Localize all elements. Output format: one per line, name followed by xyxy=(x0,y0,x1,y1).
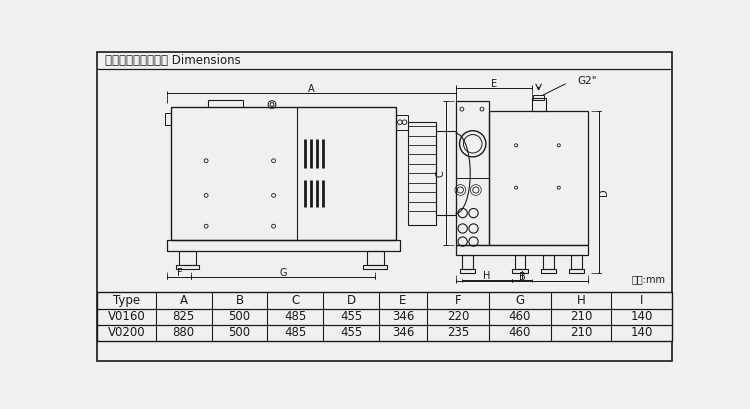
Bar xyxy=(97,292,672,341)
Bar xyxy=(512,269,528,273)
Bar xyxy=(436,131,456,216)
Text: C: C xyxy=(435,170,445,177)
Text: 485: 485 xyxy=(284,326,306,339)
Text: E: E xyxy=(399,294,406,307)
Bar xyxy=(176,265,200,269)
Bar xyxy=(364,265,387,269)
Bar xyxy=(572,255,582,269)
Bar xyxy=(167,240,400,251)
Text: I: I xyxy=(520,271,524,281)
Text: C: C xyxy=(291,294,299,307)
Text: 460: 460 xyxy=(509,310,531,323)
Text: 455: 455 xyxy=(340,326,362,339)
Text: A: A xyxy=(308,84,315,94)
Bar xyxy=(457,245,588,255)
Bar xyxy=(179,251,196,265)
Text: D: D xyxy=(346,294,355,307)
Text: 825: 825 xyxy=(172,310,195,323)
Text: F: F xyxy=(454,294,461,307)
Text: I: I xyxy=(640,294,644,307)
Text: Type: Type xyxy=(112,294,140,307)
Text: 500: 500 xyxy=(229,310,251,323)
Text: 外型尺寸及安裝尺寸 Dimensions: 外型尺寸及安裝尺寸 Dimensions xyxy=(104,54,240,67)
Text: 220: 220 xyxy=(447,310,470,323)
Text: F: F xyxy=(176,268,182,278)
Text: 880: 880 xyxy=(172,326,195,339)
Bar xyxy=(568,269,584,273)
Bar xyxy=(514,255,526,269)
Text: 455: 455 xyxy=(340,310,362,323)
Text: 346: 346 xyxy=(392,310,414,323)
Text: 140: 140 xyxy=(631,326,652,339)
Bar xyxy=(532,98,545,111)
Text: G2": G2" xyxy=(578,76,597,86)
Text: H: H xyxy=(577,294,586,307)
Bar xyxy=(541,269,556,273)
Text: E: E xyxy=(491,79,497,89)
Text: V0160: V0160 xyxy=(107,310,146,323)
Text: 210: 210 xyxy=(570,310,592,323)
Text: 346: 346 xyxy=(392,326,414,339)
Text: 單位:mm: 單位:mm xyxy=(632,274,666,284)
Text: A: A xyxy=(180,294,188,307)
Text: B: B xyxy=(519,272,526,282)
Bar xyxy=(460,269,475,273)
Text: 500: 500 xyxy=(229,326,251,339)
Bar xyxy=(533,95,544,100)
Text: B: B xyxy=(236,294,244,307)
Text: G: G xyxy=(515,294,524,307)
Text: D: D xyxy=(599,188,610,196)
Text: V0200: V0200 xyxy=(107,326,145,339)
Bar xyxy=(543,255,554,269)
Text: 485: 485 xyxy=(284,310,306,323)
Bar xyxy=(457,101,489,245)
Bar xyxy=(171,107,396,240)
Bar xyxy=(489,111,588,245)
Text: 460: 460 xyxy=(509,326,531,339)
Text: H: H xyxy=(483,271,490,281)
Bar xyxy=(165,113,171,124)
Text: G: G xyxy=(280,268,287,278)
Bar xyxy=(462,255,472,269)
Text: 210: 210 xyxy=(570,326,592,339)
Bar xyxy=(396,115,408,130)
Text: 235: 235 xyxy=(447,326,470,339)
Bar xyxy=(367,251,383,265)
Bar xyxy=(408,122,436,225)
Text: 140: 140 xyxy=(631,310,652,323)
